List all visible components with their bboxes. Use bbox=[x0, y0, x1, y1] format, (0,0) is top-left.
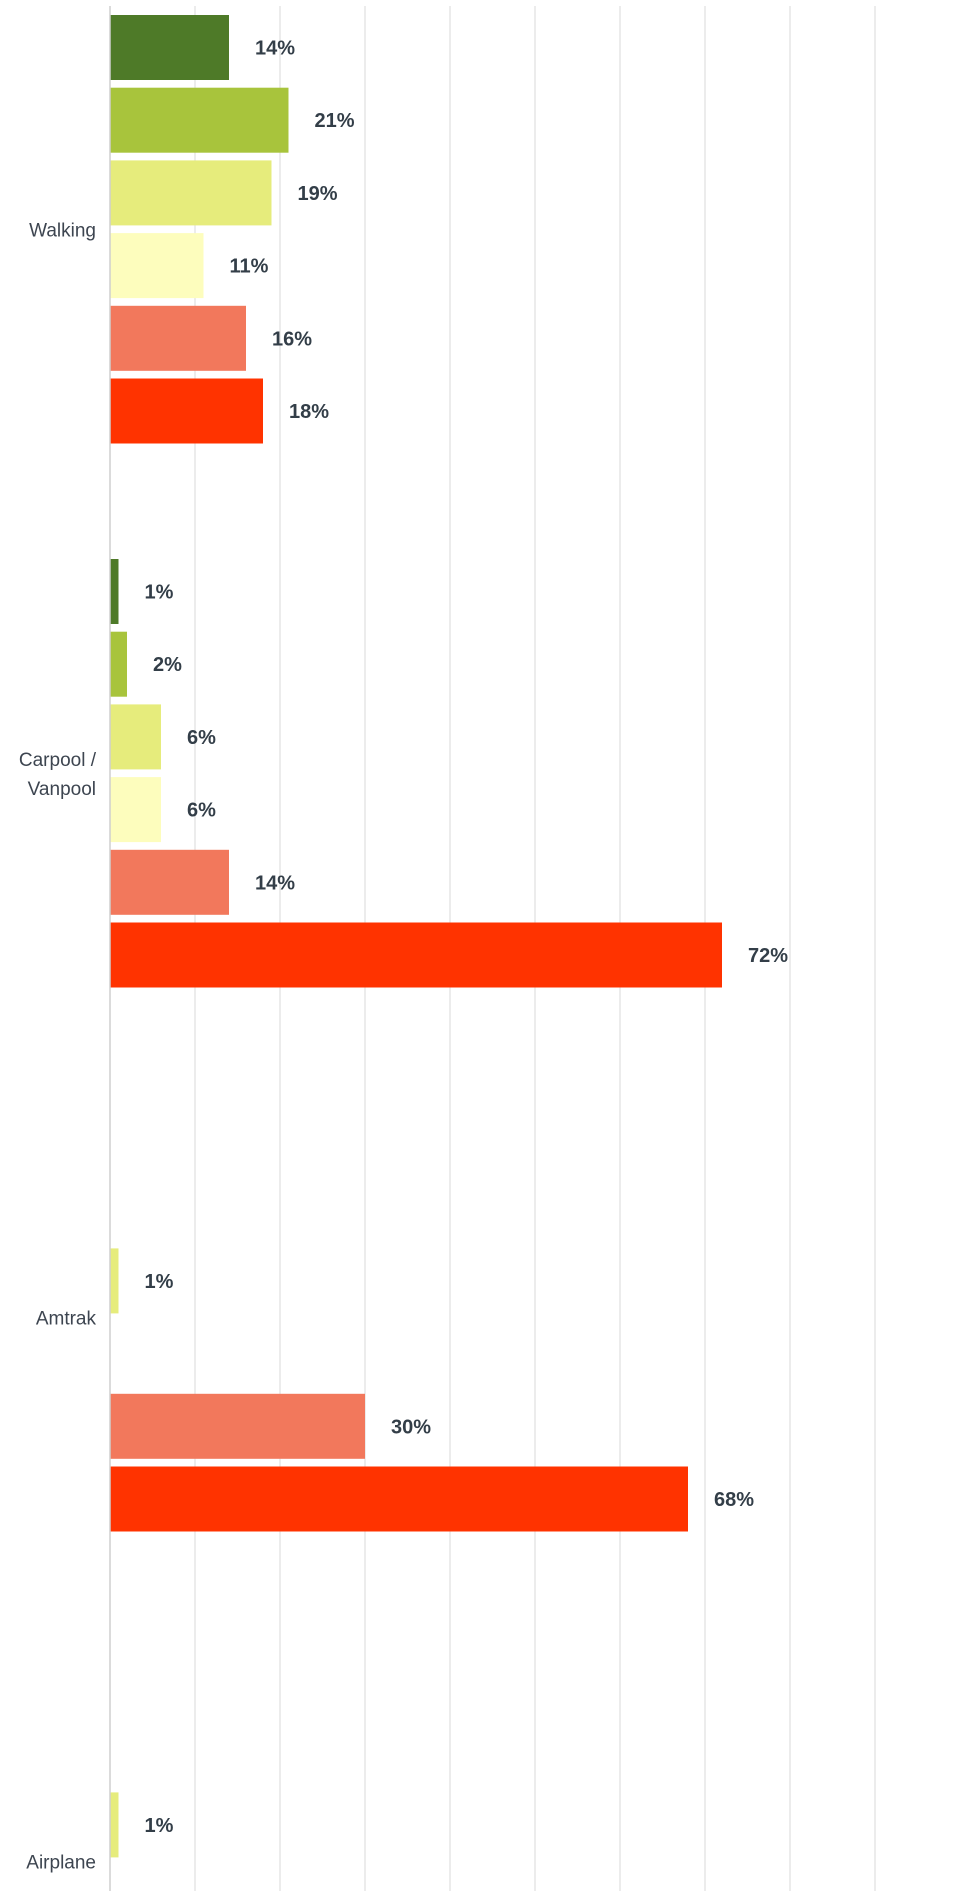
data-label: 1% bbox=[145, 582, 174, 604]
bar bbox=[110, 559, 119, 624]
bar bbox=[110, 631, 127, 697]
bar bbox=[110, 704, 161, 770]
bar bbox=[110, 922, 722, 988]
bar bbox=[110, 233, 204, 299]
category-label: Airplane bbox=[26, 1852, 96, 1873]
category-label: Vanpool bbox=[28, 779, 96, 800]
data-label: 68% bbox=[714, 1489, 754, 1511]
bar bbox=[110, 777, 161, 843]
bar bbox=[110, 15, 229, 80]
bar bbox=[110, 378, 263, 444]
data-label: 16% bbox=[272, 328, 312, 350]
data-label: 6% bbox=[187, 727, 216, 749]
data-label: 1% bbox=[145, 1271, 174, 1293]
labels-layer: Walking 14% 21% 19% 11% 16% 18% Carpool / Vanpoo… bbox=[19, 38, 788, 1874]
bar bbox=[110, 305, 246, 371]
bar bbox=[110, 1393, 365, 1459]
bar bbox=[110, 849, 229, 915]
data-label: 18% bbox=[289, 401, 329, 423]
bar bbox=[110, 160, 272, 226]
category-label: Amtrak bbox=[36, 1308, 97, 1329]
bar bbox=[110, 87, 289, 153]
data-label: 30% bbox=[391, 1416, 431, 1438]
data-label: 21% bbox=[315, 110, 355, 132]
bars-layer bbox=[110, 15, 722, 1858]
bar bbox=[110, 1792, 119, 1858]
data-label: 19% bbox=[298, 183, 338, 205]
data-label: 14% bbox=[255, 38, 295, 60]
data-label: 1% bbox=[145, 1815, 174, 1837]
data-label: 72% bbox=[748, 945, 788, 967]
bar bbox=[110, 1248, 119, 1314]
category-label: Carpool / bbox=[19, 750, 97, 771]
data-label: 2% bbox=[153, 654, 182, 676]
data-label: 6% bbox=[187, 800, 216, 822]
data-label: 14% bbox=[255, 872, 295, 894]
bar bbox=[110, 1466, 688, 1532]
category-label: Walking bbox=[29, 220, 96, 241]
data-label: 11% bbox=[230, 256, 269, 278]
